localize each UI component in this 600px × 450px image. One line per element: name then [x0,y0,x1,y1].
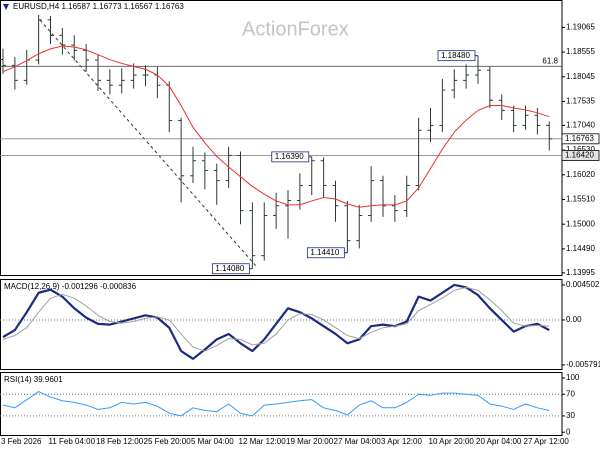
panel-frame [0,372,563,436]
x-tick-label: 18 Feb 12:00 [96,437,144,446]
x-tick-label: 27 Apr 12:00 [524,437,570,446]
chart-title: EURUSD,H4 1.16587 1.16773 1.16567 1.1676… [13,2,184,11]
y-tick-label: 0.00 [566,315,582,324]
indicator-label: MACD(12,26,9) -0.001296 -0.000836 [4,282,137,291]
y-tick-label: 1.16020 [566,170,595,179]
y-tick-label: 1.16530 [566,145,595,154]
annotation-label: 1.16390 [275,152,304,161]
indicator-line [2,283,550,360]
watermark: ActionForex [242,18,349,40]
x-tick-label: 27 Mar 04:00 [334,437,382,446]
price-box-label: 1.16420 [565,151,594,160]
annotation-label: 1.18480 [441,51,470,60]
y-tick-label: 1.17040 [566,121,595,130]
y-tick-label: 1.18555 [566,47,595,56]
x-tick-label: 25 Feb 20:00 [144,437,192,446]
y-tick-label: 0 [566,427,571,436]
y-tick-label: 1.19065 [566,22,595,31]
annotation-label: 1.14080 [215,264,244,273]
trend-line [39,19,257,267]
panel-frame [0,279,563,370]
y-tick-label: 1.14490 [566,244,595,253]
annotation-label: 1.14410 [310,248,339,257]
y-tick-label: -0.005791 [566,360,600,369]
y-tick-label: 1.13995 [566,268,595,277]
symbol-icon [3,4,9,10]
y-tick-label: 1.15000 [566,219,595,228]
indicator-line [2,391,550,417]
y-tick-label: 70 [566,389,575,398]
y-tick-label: 1.18045 [566,72,595,81]
x-tick-label: 11 Feb 04:00 [49,437,96,446]
x-tick-label: 10 Apr 20:00 [429,437,475,446]
x-tick-label: 5 Mar 04:00 [191,437,234,446]
y-tick-label: 0.004502 [566,280,600,289]
y-tick-label: 1.15510 [566,195,595,204]
y-tick-label: 100 [566,373,580,382]
price-box-label: 1.16763 [565,134,594,143]
price-box [561,150,600,161]
x-tick-label: 12 Mar 12:00 [239,437,287,446]
y-tick-label: 1.17535 [566,97,595,106]
x-tick-label: 3 Feb 2026 [1,437,42,446]
y-tick-label: 30 [566,411,575,420]
fib-label: 61.8 [542,56,558,65]
x-tick-label: 20 Apr 04:00 [476,437,522,446]
indicator-label: RSI(14) 39.9601 [4,375,63,384]
price-box [561,133,600,145]
moving-average [2,45,550,208]
x-tick-label: 19 Mar 20:00 [286,437,334,446]
x-tick-label: 3 Apr 12:00 [381,437,422,446]
indicator-line [2,286,550,352]
